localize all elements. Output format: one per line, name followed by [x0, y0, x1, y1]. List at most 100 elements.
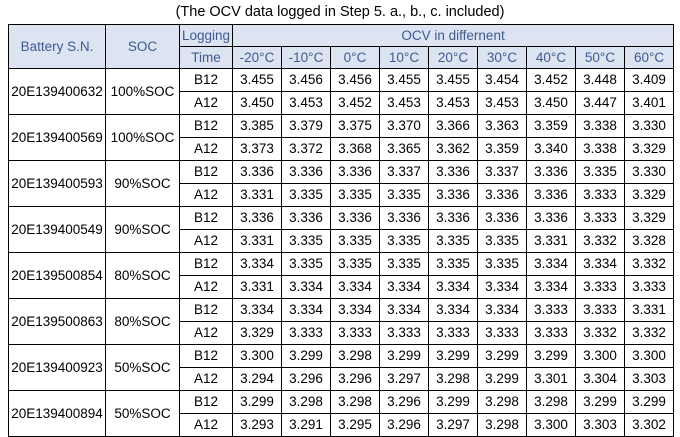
ocv-value-cell: 3.333	[428, 321, 478, 345]
logging-time-cell: A12	[179, 367, 233, 391]
ocv-value-cell: 3.336	[428, 206, 478, 230]
logging-time-cell: A12	[179, 137, 233, 161]
ocv-value-cell: 3.299	[477, 367, 527, 391]
ocv-value-cell: 3.385	[232, 114, 282, 138]
table-row: A12 3.294 3.296 3.296 3.297 3.298 3.299 3.301 3.…	[9, 367, 675, 391]
header-temperature: 0°C	[330, 46, 380, 69]
ocv-value-cell: 3.298	[477, 390, 527, 414]
ocv-value-cell: 3.296	[379, 390, 429, 414]
ocv-value-cell: 3.335	[379, 183, 429, 207]
ocv-value-cell: 3.299	[428, 390, 478, 414]
ocv-value-cell: 3.334	[428, 275, 478, 299]
ocv-value-cell: 3.333	[379, 321, 429, 345]
ocv-value-cell: 3.455	[232, 68, 282, 92]
ocv-value-cell: 3.330	[623, 114, 675, 138]
battery-sn-cell: 20E139400593	[8, 160, 106, 207]
battery-sn-cell: 20E139400549	[8, 206, 106, 253]
ocv-value-cell: 3.333	[575, 206, 625, 230]
header-ocv-group: OCV in differnent	[231, 24, 675, 47]
ocv-value-cell: 3.330	[623, 160, 675, 184]
header-logging: Logging	[179, 24, 233, 47]
ocv-value-cell: 3.334	[379, 298, 429, 322]
header-row-temperatures: Time -20°C -10°C 0°C 10°C 20°C 30°C 40°C 50°C 60…	[9, 46, 675, 69]
ocv-value-cell: 3.335	[330, 252, 380, 276]
ocv-value-cell: 3.336	[526, 183, 576, 207]
logging-time-cell: B12	[179, 114, 233, 138]
ocv-value-cell: 3.447	[575, 91, 625, 115]
table-body: 20E139400632 100%SOC B12 3.455 3.456 3.456 3.4…	[8, 68, 675, 437]
ocv-value-cell: 3.298	[330, 344, 380, 368]
ocv-value-cell: 3.332	[623, 321, 675, 345]
ocv-value-cell: 3.298	[526, 390, 576, 414]
soc-cell: 100%SOC	[105, 114, 180, 161]
ocv-value-cell: 3.296	[330, 367, 380, 391]
header-temperature: 50°C	[575, 46, 625, 69]
ocv-value-cell: 3.365	[379, 137, 429, 161]
ocv-value-cell: 3.335	[477, 229, 527, 253]
ocv-value-cell: 3.333	[477, 321, 527, 345]
ocv-value-cell: 3.299	[526, 344, 576, 368]
ocv-value-cell: 3.331	[232, 275, 282, 299]
ocv-value-cell: 3.334	[526, 252, 576, 276]
ocv-value-cell: 3.333	[526, 321, 576, 345]
battery-sn-cell: 20E139500854	[8, 252, 106, 299]
soc-cell: 90%SOC	[105, 160, 180, 207]
ocv-value-cell: 3.337	[477, 160, 527, 184]
soc-cell: 90%SOC	[105, 206, 180, 253]
ocv-value-cell: 3.333	[575, 183, 625, 207]
ocv-value-cell: 3.336	[281, 160, 331, 184]
ocv-value-cell: 3.334	[232, 252, 282, 276]
ocv-value-cell: 3.333	[575, 275, 625, 299]
ocv-value-cell: 3.334	[232, 298, 282, 322]
ocv-value-cell: 3.337	[379, 160, 429, 184]
ocv-value-cell: 3.335	[281, 252, 331, 276]
ocv-value-cell: 3.456	[330, 68, 380, 92]
ocv-value-cell: 3.329	[623, 206, 675, 230]
ocv-value-cell: 3.455	[379, 68, 429, 92]
logging-time-cell: A12	[179, 91, 233, 115]
ocv-value-cell: 3.448	[575, 68, 625, 92]
ocv-value-cell: 3.335	[379, 252, 429, 276]
table-row: 20E139400593 90%SOC B12 3.336 3.336 3.336 3.33…	[8, 160, 675, 207]
header-temperature: 60°C	[623, 46, 675, 69]
header-soc: SOC	[105, 24, 180, 69]
logging-time-cell: B12	[179, 206, 233, 230]
ocv-value-cell: 3.300	[232, 344, 282, 368]
battery-sn-cell: 20E139400894	[8, 390, 106, 437]
battery-sn-cell: 20E139400923	[8, 344, 106, 391]
header-temperature: 40°C	[526, 46, 576, 69]
table-row: A12 3.331 3.335 3.335 3.335 3.335 3.335 3.331 3.…	[9, 229, 675, 253]
ocv-value-cell: 3.336	[477, 206, 527, 230]
logging-time-cell: A12	[179, 275, 233, 299]
ocv-value-cell: 3.329	[232, 321, 282, 345]
header-row-top: Battery S.N. SOC Logging OCV in differne…	[8, 24, 675, 69]
ocv-value-cell: 3.297	[379, 367, 429, 391]
ocv-value-cell: 3.333	[623, 275, 675, 299]
ocv-value-cell: 3.372	[281, 137, 331, 161]
ocv-value-cell: 3.328	[623, 229, 675, 253]
ocv-value-cell: 3.450	[526, 91, 576, 115]
ocv-value-cell: 3.336	[428, 183, 478, 207]
ocv-value-cell: 3.336	[330, 206, 380, 230]
ocv-value-cell: 3.334	[526, 275, 576, 299]
ocv-value-cell: 3.373	[232, 137, 282, 161]
ocv-value-cell: 3.298	[281, 390, 331, 414]
ocv-value-cell: 3.368	[330, 137, 380, 161]
ocv-value-cell: 3.456	[281, 68, 331, 92]
ocv-value-cell: 3.303	[575, 413, 625, 437]
ocv-value-cell: 3.363	[477, 114, 527, 138]
ocv-value-cell: 3.334	[477, 298, 527, 322]
ocv-value-cell: 3.331	[232, 229, 282, 253]
table-row: A12 3.329 3.333 3.333 3.333 3.333 3.333 3.333 3.…	[9, 321, 675, 345]
ocv-value-cell: 3.409	[623, 68, 675, 92]
ocv-value-cell: 3.302	[623, 413, 675, 437]
ocv-value-cell: 3.370	[379, 114, 429, 138]
ocv-value-cell: 3.329	[623, 137, 675, 161]
logging-time-cell: A12	[179, 183, 233, 207]
table-row: A12 3.450 3.453 3.452 3.453 3.453 3.453 3.450 3.…	[9, 91, 675, 115]
battery-sn-cell: 20E139400569	[8, 114, 106, 161]
ocv-value-cell: 3.334	[281, 298, 331, 322]
ocv-value-cell: 3.338	[575, 137, 625, 161]
table-row: 20E139400894 50%SOC B12 3.299 3.298 3.298 3.29…	[8, 390, 675, 437]
ocv-value-cell: 3.333	[281, 321, 331, 345]
